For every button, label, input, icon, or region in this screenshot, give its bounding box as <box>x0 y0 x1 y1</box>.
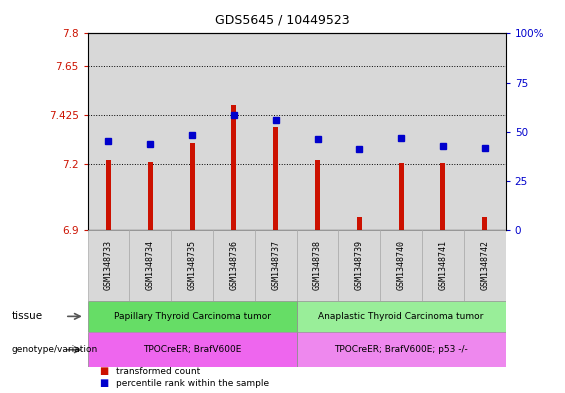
Text: GSM1348735: GSM1348735 <box>188 240 197 290</box>
Bar <box>380 230 422 301</box>
Bar <box>297 230 338 301</box>
Bar <box>357 217 362 230</box>
Text: GSM1348740: GSM1348740 <box>397 240 406 290</box>
Bar <box>106 160 111 230</box>
Text: tissue: tissue <box>11 311 42 321</box>
Bar <box>190 143 194 230</box>
Bar <box>297 332 506 367</box>
Text: ■: ■ <box>99 378 108 388</box>
Text: Anaplastic Thyroid Carcinoma tumor: Anaplastic Thyroid Carcinoma tumor <box>319 312 484 321</box>
Text: GDS5645 / 10449523: GDS5645 / 10449523 <box>215 14 350 27</box>
Text: ■: ■ <box>99 366 108 376</box>
Bar <box>422 230 464 301</box>
Text: percentile rank within the sample: percentile rank within the sample <box>116 379 269 387</box>
Bar <box>171 230 213 301</box>
Bar <box>88 230 129 301</box>
Bar <box>464 33 506 230</box>
Text: GSM1348734: GSM1348734 <box>146 240 155 290</box>
Bar <box>148 162 153 230</box>
Text: GSM1348733: GSM1348733 <box>104 240 113 290</box>
Bar <box>315 160 320 230</box>
Text: GSM1348737: GSM1348737 <box>271 240 280 290</box>
Bar <box>273 127 278 230</box>
Text: GSM1348742: GSM1348742 <box>480 240 489 290</box>
Bar <box>338 33 380 230</box>
Bar <box>88 301 297 332</box>
Bar <box>297 301 506 332</box>
Bar <box>129 230 171 301</box>
Bar <box>399 163 403 230</box>
Bar <box>213 33 255 230</box>
Text: genotype/variation: genotype/variation <box>11 345 98 354</box>
Bar <box>297 33 338 230</box>
Bar <box>129 33 171 230</box>
Bar <box>232 105 236 230</box>
Bar <box>88 332 297 367</box>
Text: transformed count: transformed count <box>116 367 200 376</box>
Text: GSM1348741: GSM1348741 <box>438 240 447 290</box>
Bar <box>255 33 297 230</box>
Bar <box>255 230 297 301</box>
Bar <box>380 33 422 230</box>
Text: GSM1348739: GSM1348739 <box>355 240 364 290</box>
Bar <box>338 230 380 301</box>
Text: Papillary Thyroid Carcinoma tumor: Papillary Thyroid Carcinoma tumor <box>114 312 271 321</box>
Bar <box>88 33 129 230</box>
Bar <box>441 163 445 230</box>
Text: TPOCreER; BrafV600E: TPOCreER; BrafV600E <box>143 345 241 354</box>
Bar <box>171 33 213 230</box>
Text: TPOCreER; BrafV600E; p53 -/-: TPOCreER; BrafV600E; p53 -/- <box>334 345 468 354</box>
Text: GSM1348736: GSM1348736 <box>229 240 238 290</box>
Bar <box>422 33 464 230</box>
Bar <box>213 230 255 301</box>
Text: GSM1348738: GSM1348738 <box>313 240 322 290</box>
Bar <box>464 230 506 301</box>
Bar <box>483 217 487 230</box>
